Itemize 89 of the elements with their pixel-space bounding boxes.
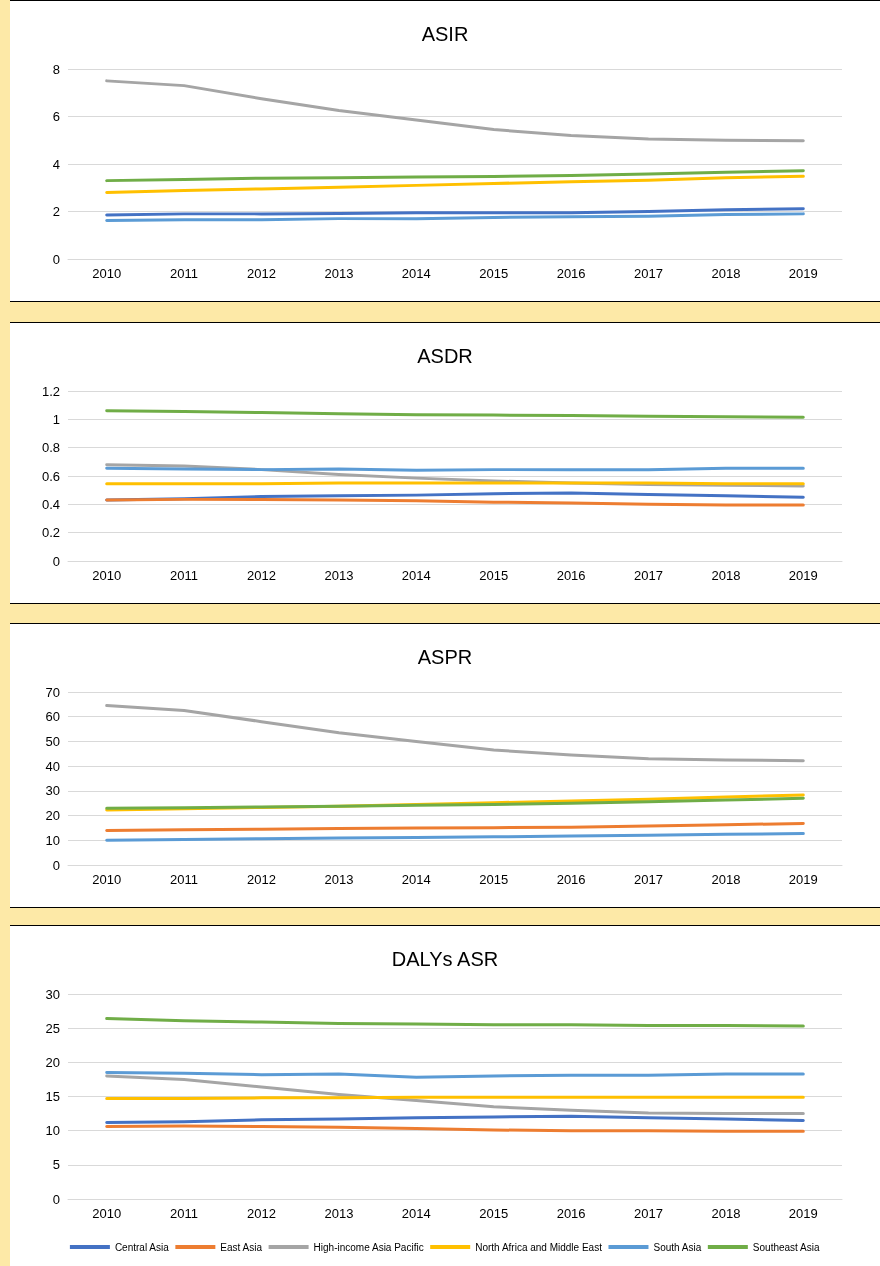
x-tick-label: 2011 <box>170 266 199 281</box>
y-tick-label: 0.6 <box>41 468 60 484</box>
legend-label: Central Asia <box>114 1241 170 1253</box>
x-tick-label: 2015 <box>479 1206 509 1221</box>
x-tick-label: 2018 <box>711 1206 741 1221</box>
legend-label: Southeast Asia <box>752 1241 820 1253</box>
x-tick-label: 2017 <box>634 1206 663 1221</box>
chart-title: ASPR <box>417 646 473 668</box>
legend-label: East Asia <box>220 1241 263 1253</box>
y-tick-label: 10 <box>45 832 60 848</box>
x-tick-label: 2019 <box>788 266 818 281</box>
y-tick-label: 40 <box>45 758 60 774</box>
y-tick-label: 30 <box>45 986 60 1002</box>
legend-label: High-income Asia Pacific <box>313 1241 424 1253</box>
x-tick-label: 2013 <box>324 266 354 281</box>
y-tick-label: 60 <box>45 709 60 725</box>
x-tick-label: 2014 <box>401 1206 431 1221</box>
x-tick-label: 2012 <box>247 266 276 281</box>
line-series <box>105 832 805 842</box>
line-series <box>105 169 805 183</box>
y-tick-label: 5 <box>52 1157 60 1173</box>
x-tick-label: 2018 <box>711 266 741 281</box>
x-tick-label: 2011 <box>170 1206 199 1221</box>
y-tick-label: 15 <box>45 1089 60 1104</box>
x-tick-label: 2015 <box>479 266 509 281</box>
y-tick-label: 10 <box>45 1123 60 1139</box>
y-tick-label: 8 <box>52 61 60 77</box>
y-tick-label: 25 <box>45 1020 60 1036</box>
y-tick-label: 30 <box>45 783 60 799</box>
x-tick-label: 2016 <box>556 1206 586 1221</box>
y-tick-label: 0 <box>52 251 60 267</box>
line-series <box>105 174 805 194</box>
y-tick-label: 70 <box>45 684 60 700</box>
y-tick-label: 20 <box>45 808 60 824</box>
x-tick-label: 2018 <box>711 568 741 583</box>
legend-label: South Asia <box>653 1241 702 1253</box>
legend-label: North Africa and Middle East <box>475 1241 603 1253</box>
y-tick-label: 0 <box>52 553 60 569</box>
line-series <box>105 212 805 223</box>
x-tick-label: 2010 <box>92 1206 122 1221</box>
line-series <box>105 79 805 143</box>
y-tick-label: 0.8 <box>41 440 60 456</box>
x-tick-label: 2016 <box>556 568 586 583</box>
x-tick-label: 2011 <box>170 568 199 583</box>
x-tick-label: 2016 <box>556 872 586 887</box>
y-tick-label: 50 <box>45 733 60 749</box>
chart-title: ASDR <box>417 345 473 367</box>
y-tick-label: 2 <box>52 204 60 219</box>
x-tick-label: 2017 <box>634 872 663 887</box>
y-tick-label: 4 <box>52 156 60 172</box>
x-tick-label: 2010 <box>92 872 122 887</box>
x-tick-label: 2010 <box>92 568 122 583</box>
line-series <box>105 821 805 832</box>
line-series <box>105 207 805 217</box>
line-series <box>105 1017 805 1028</box>
x-tick-label: 2011 <box>170 872 199 887</box>
y-tick-label: 0 <box>52 1191 60 1207</box>
y-tick-label: 0.4 <box>41 496 60 512</box>
x-tick-label: 2015 <box>479 872 509 887</box>
y-tick-label: 1.2 <box>41 383 60 399</box>
y-tick-label: 6 <box>52 109 60 124</box>
x-tick-label: 2013 <box>324 1206 354 1221</box>
chart-title: DALYs ASR <box>391 948 499 970</box>
x-tick-label: 2012 <box>247 568 276 583</box>
x-tick-label: 2019 <box>788 872 818 887</box>
y-tick-label: 20 <box>45 1054 60 1070</box>
x-tick-label: 2018 <box>711 872 741 887</box>
x-tick-label: 2017 <box>634 266 663 281</box>
x-tick-label: 2012 <box>247 1206 276 1221</box>
x-tick-label: 2016 <box>556 266 586 281</box>
x-tick-label: 2015 <box>479 568 509 583</box>
line-series <box>105 1074 805 1116</box>
y-tick-label: 1 <box>52 411 60 427</box>
x-tick-label: 2013 <box>324 568 354 583</box>
line-series <box>105 409 805 419</box>
x-tick-label: 2017 <box>634 568 663 583</box>
x-tick-label: 2019 <box>788 568 818 583</box>
x-tick-label: 2013 <box>324 872 354 887</box>
chart-title: ASIR <box>421 23 469 45</box>
x-tick-label: 2014 <box>401 568 431 583</box>
x-tick-label: 2012 <box>247 872 276 887</box>
x-tick-label: 2019 <box>788 1206 818 1221</box>
x-tick-label: 2014 <box>401 872 431 887</box>
y-tick-label: 0.2 <box>41 525 60 541</box>
x-tick-label: 2014 <box>401 266 431 281</box>
line-series <box>105 704 805 763</box>
y-tick-label: 0 <box>52 857 60 873</box>
line-series <box>105 1114 805 1124</box>
x-tick-label: 2010 <box>92 266 122 281</box>
